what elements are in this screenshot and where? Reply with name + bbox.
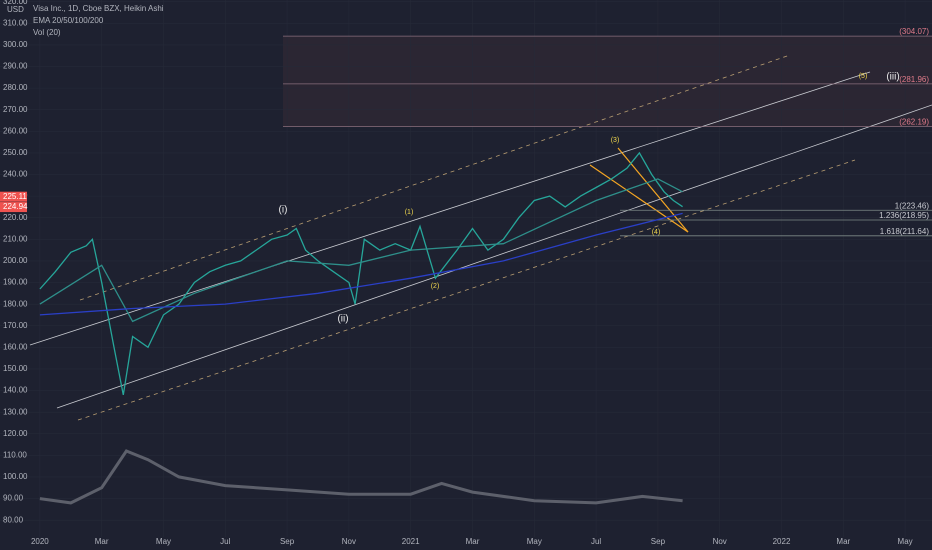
grid (0, 0, 932, 537)
fib-label: 1.618(211.64) (880, 227, 930, 236)
wave-label: (i) (279, 205, 288, 216)
y-tick-label: 150.00 (3, 364, 28, 373)
y-tick-label: 100.00 (3, 472, 28, 481)
x-tick-label: May (898, 537, 913, 546)
wave-label: (5) (859, 73, 868, 80)
wave-label: (1) (405, 209, 414, 216)
wave-label: (4) (652, 229, 661, 236)
channel-middle (56, 104, 932, 409)
wedge-lower (589, 164, 689, 233)
x-tick-label: Nov (342, 537, 356, 546)
y-tick-label: 130.00 (3, 407, 28, 416)
price-tag (0, 202, 27, 213)
y-tick-label: 110.00 (3, 450, 27, 459)
y-tick-label: 320.00 (3, 0, 28, 6)
series-line (39, 449, 683, 505)
wave-label: (iii) (886, 72, 899, 83)
series-line (39, 212, 683, 316)
x-tick-label: May (156, 537, 171, 546)
x-tick-label: 2020 (31, 537, 49, 546)
symbol-title: Visa Inc., 1D, Cboe BZX, Heikin Ashi (33, 4, 164, 13)
y-tick-label: 300.00 (3, 40, 28, 49)
y-tick-label: 250.00 (3, 148, 28, 157)
x-tick-label: Sep (651, 537, 666, 546)
channel (29, 54, 932, 421)
y-tick-label: 290.00 (3, 62, 28, 71)
y-tick-label: 260.00 (3, 126, 28, 135)
fib-label: (281.96) (899, 75, 929, 84)
fib-label: (304.07) (899, 27, 929, 36)
y-tick-label: 190.00 (3, 278, 28, 287)
y-tick-label: 180.00 (3, 299, 28, 308)
y-tick-label: 120.00 (3, 429, 28, 438)
y-tick-label: 280.00 (3, 83, 28, 92)
x-tick-label: Mar (836, 537, 850, 546)
x-tick-label: Jul (220, 537, 230, 546)
y-tick-label: 160.00 (3, 342, 28, 351)
plot (39, 35, 932, 505)
series-line (39, 178, 683, 323)
x-tick-label: May (527, 537, 542, 546)
price-tag (0, 191, 27, 202)
x-tick-label: 2021 (402, 537, 420, 546)
series-line (39, 151, 683, 396)
wedge-upper (617, 147, 689, 233)
x-tick-label: Sep (280, 537, 295, 546)
fib-zone (283, 36, 932, 127)
price-tag-label: 224.94 (3, 202, 28, 211)
y-tick-label: 240.00 (3, 170, 28, 179)
currency: USD (7, 5, 24, 14)
channel-upper (29, 71, 871, 346)
wave-label: (3) (611, 137, 620, 144)
price-tag-label: 225.11 (3, 192, 27, 201)
y-tick-label: 270.00 (3, 105, 28, 114)
x-tick-label: Mar (95, 537, 109, 546)
x-tick-label: Jul (591, 537, 601, 546)
x-tick-label: Mar (466, 537, 480, 546)
y-tick-label: 210.00 (3, 234, 28, 243)
fib-label: 1(223.46) (895, 201, 930, 210)
y-tick-label: 310.00 (3, 18, 28, 27)
y-tick-label: 90.00 (3, 494, 24, 503)
fib-label: (262.19) (899, 118, 929, 127)
x-tick-label: 2022 (773, 537, 791, 546)
wave-label: (ii) (337, 314, 348, 325)
y-tick-label: 170.00 (3, 321, 28, 330)
wave-label: (2) (431, 283, 440, 290)
y-tick-label: 200.00 (3, 256, 28, 265)
channel-upper-dashed (79, 54, 791, 301)
indicator: Vol (20) (33, 28, 61, 37)
y-tick-label: 80.00 (3, 515, 24, 524)
y-tick-label: 140.00 (3, 386, 28, 395)
y-tick-label: 220.00 (3, 213, 28, 222)
indicator: EMA 20/50/100/200 (33, 16, 104, 25)
x-tick-label: Nov (713, 537, 727, 546)
fib-label: 1.236(218.95) (879, 211, 929, 220)
channel-lower-dashed (77, 159, 856, 421)
